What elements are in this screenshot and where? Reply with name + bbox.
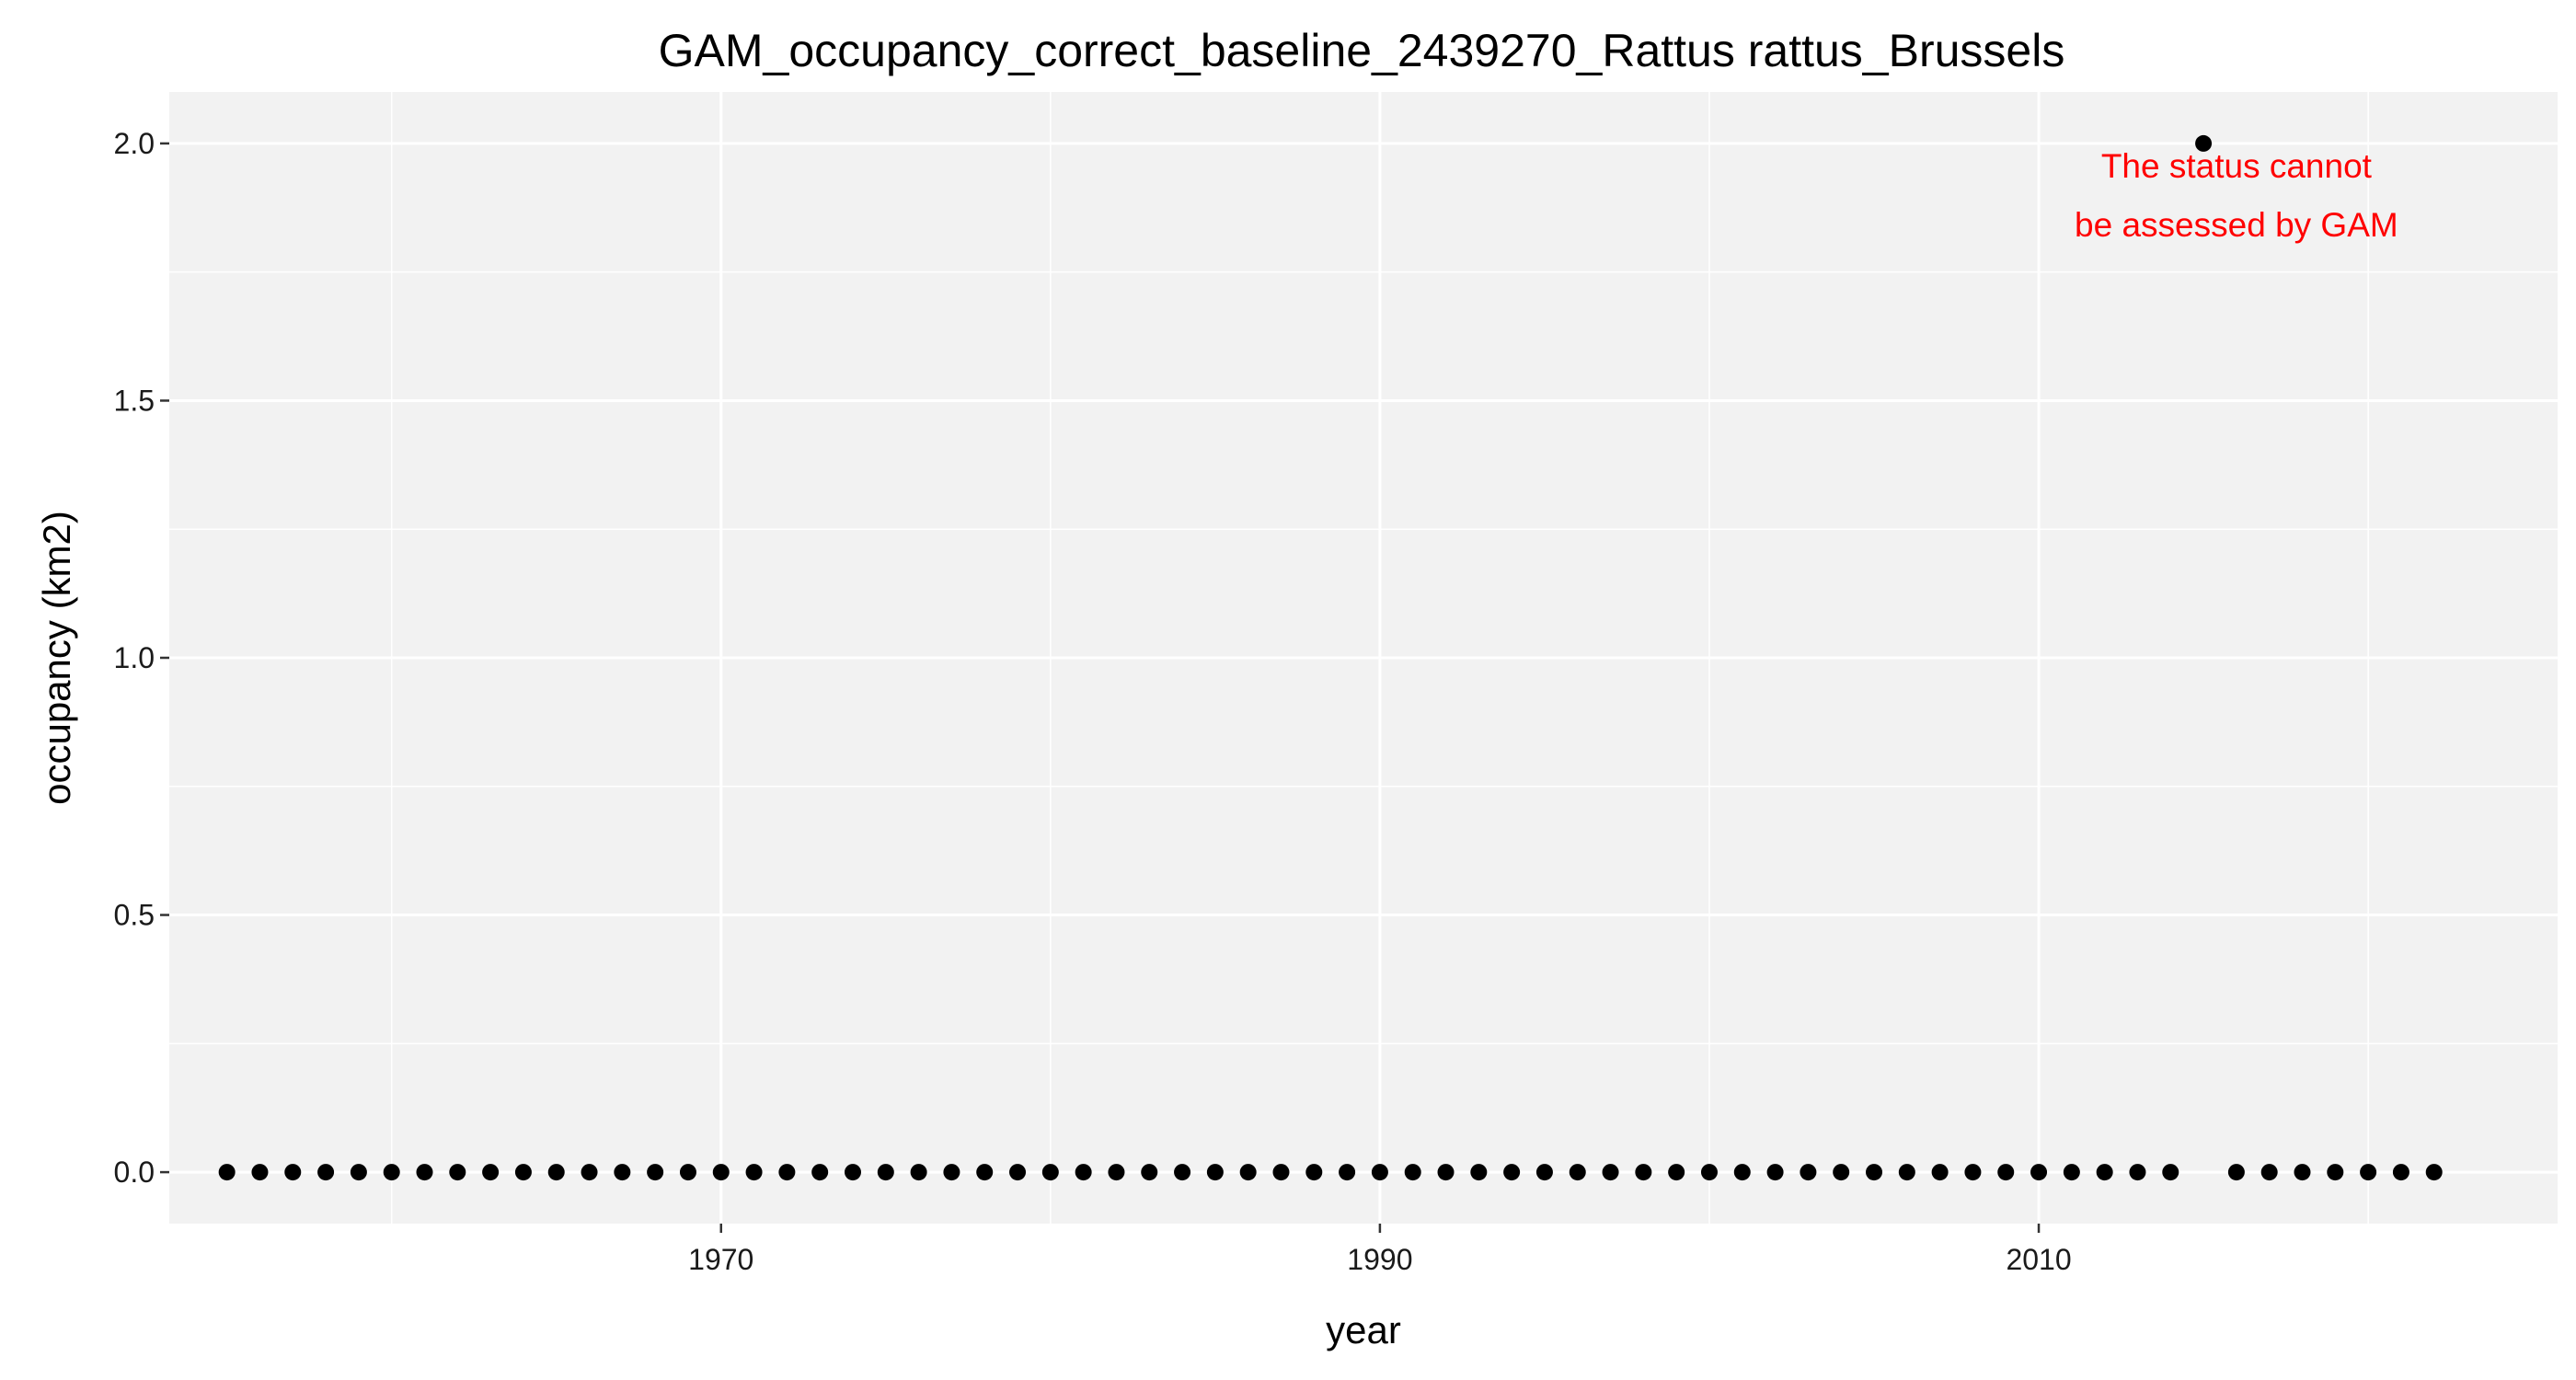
data-point xyxy=(778,1164,796,1181)
data-point xyxy=(547,1164,565,1181)
data-point xyxy=(383,1164,400,1181)
data-point xyxy=(1535,1164,1553,1181)
data-point xyxy=(1437,1164,1455,1181)
data-point xyxy=(910,1164,927,1181)
x-axis: 1970 1990 2010 xyxy=(688,1224,2072,1276)
data-point xyxy=(2327,1164,2344,1181)
data-point xyxy=(1602,1164,1619,1181)
data-point xyxy=(877,1164,894,1181)
data-point xyxy=(1766,1164,1784,1181)
data-point xyxy=(2096,1164,2113,1181)
data-point xyxy=(1503,1164,1521,1181)
data-point xyxy=(745,1164,763,1181)
data-point xyxy=(1635,1164,1652,1181)
data-point xyxy=(1898,1164,1915,1181)
data-point xyxy=(1305,1164,1323,1181)
data-point xyxy=(350,1164,367,1181)
data-point xyxy=(317,1164,335,1181)
data-point xyxy=(2392,1164,2409,1181)
data-point xyxy=(647,1164,664,1181)
data-point xyxy=(449,1164,466,1181)
x-tick-label: 1970 xyxy=(688,1243,753,1276)
data-point xyxy=(2425,1164,2443,1181)
data-point xyxy=(614,1164,631,1181)
data-point xyxy=(811,1164,829,1181)
y-tick-label: 1.5 xyxy=(114,384,155,417)
data-point xyxy=(679,1164,696,1181)
data-point xyxy=(218,1164,236,1181)
data-point xyxy=(844,1164,861,1181)
data-point xyxy=(1404,1164,1421,1181)
data-point xyxy=(1239,1164,1257,1181)
x-axis-title: year xyxy=(1326,1308,1401,1351)
data-point xyxy=(2129,1164,2146,1181)
data-point xyxy=(1866,1164,1883,1181)
x-tick-label: 2010 xyxy=(2006,1243,2071,1276)
data-point xyxy=(1075,1164,1092,1181)
x-tick-label: 1990 xyxy=(1347,1243,1412,1276)
y-axis-title: occupancy (km2) xyxy=(35,511,78,805)
data-point xyxy=(1041,1164,1059,1181)
y-tick-label: 2.0 xyxy=(114,127,155,160)
annotation-line: be assessed by GAM xyxy=(2075,206,2398,244)
data-point xyxy=(2030,1164,2048,1181)
data-point xyxy=(943,1164,960,1181)
data-point xyxy=(2294,1164,2311,1181)
annotation: The status cannot be assessed by GAM xyxy=(2075,147,2398,244)
annotation-line: The status cannot xyxy=(2101,147,2373,185)
data-point xyxy=(2227,1164,2245,1181)
data-point xyxy=(482,1164,500,1181)
data-point xyxy=(416,1164,433,1181)
data-point xyxy=(1206,1164,1224,1181)
data-point xyxy=(1174,1164,1191,1181)
data-point xyxy=(1700,1164,1718,1181)
y-axis: 0.0 0.5 1.0 1.5 2.0 xyxy=(114,127,169,1189)
data-point xyxy=(2360,1164,2377,1181)
data-point xyxy=(251,1164,269,1181)
data-point xyxy=(1141,1164,1158,1181)
data-point xyxy=(1833,1164,1850,1181)
data-point xyxy=(1964,1164,1982,1181)
grid-lines xyxy=(169,92,2558,1224)
data-point xyxy=(1931,1164,1949,1181)
data-point xyxy=(1800,1164,1817,1181)
y-tick-label: 0.5 xyxy=(114,899,155,932)
data-point xyxy=(2260,1164,2278,1181)
data-point xyxy=(581,1164,598,1181)
data-point xyxy=(514,1164,532,1181)
data-point xyxy=(1009,1164,1027,1181)
data-point xyxy=(1470,1164,1488,1181)
data-points xyxy=(218,134,2443,1181)
data-point xyxy=(1272,1164,1290,1181)
data-point xyxy=(1997,1164,2015,1181)
data-point xyxy=(1339,1164,1356,1181)
data-point xyxy=(1108,1164,1125,1181)
data-point xyxy=(1733,1164,1751,1181)
y-tick-label: 1.0 xyxy=(114,641,155,674)
data-point xyxy=(284,1164,302,1181)
chart-title: GAM_occupancy_correct_baseline_2439270_R… xyxy=(659,25,2065,76)
data-point xyxy=(976,1164,994,1181)
data-point xyxy=(2063,1164,2080,1181)
data-point xyxy=(712,1164,730,1181)
data-point xyxy=(2162,1164,2179,1181)
data-point xyxy=(2195,134,2213,152)
data-point xyxy=(1668,1164,1685,1181)
data-point xyxy=(1371,1164,1388,1181)
data-point xyxy=(1569,1164,1586,1181)
y-tick-label: 0.0 xyxy=(114,1156,155,1189)
